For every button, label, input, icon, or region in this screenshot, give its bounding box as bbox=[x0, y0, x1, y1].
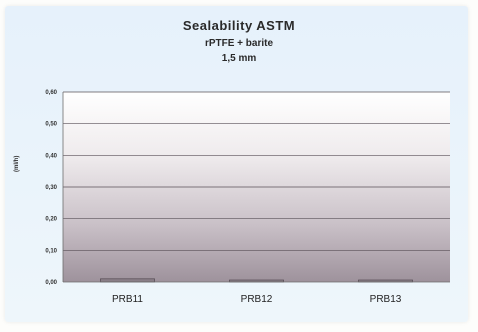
y-tick-label: 0,20 bbox=[45, 217, 57, 223]
y-tick-label: 0,40 bbox=[45, 153, 57, 159]
y-tick-label: 0,00 bbox=[45, 280, 57, 286]
x-tick-label: PRB11 bbox=[112, 294, 143, 305]
y-tick-label: 0,10 bbox=[45, 248, 57, 254]
y-tick-label: 0,30 bbox=[45, 185, 57, 191]
y-tick-label: 0,60 bbox=[45, 90, 57, 96]
bar-prb11 bbox=[100, 278, 155, 283]
x-tick-label: PRB12 bbox=[241, 294, 273, 305]
chart-title: Sealability ASTM bbox=[182, 18, 296, 33]
chart-subtitle-material: rPTFE + barite bbox=[204, 38, 274, 49]
x-tick-label: PRB13 bbox=[370, 294, 402, 305]
y-tick-label: 0,50 bbox=[45, 122, 57, 128]
chart-subtitle-thickness: 1,5 mm bbox=[221, 53, 257, 64]
